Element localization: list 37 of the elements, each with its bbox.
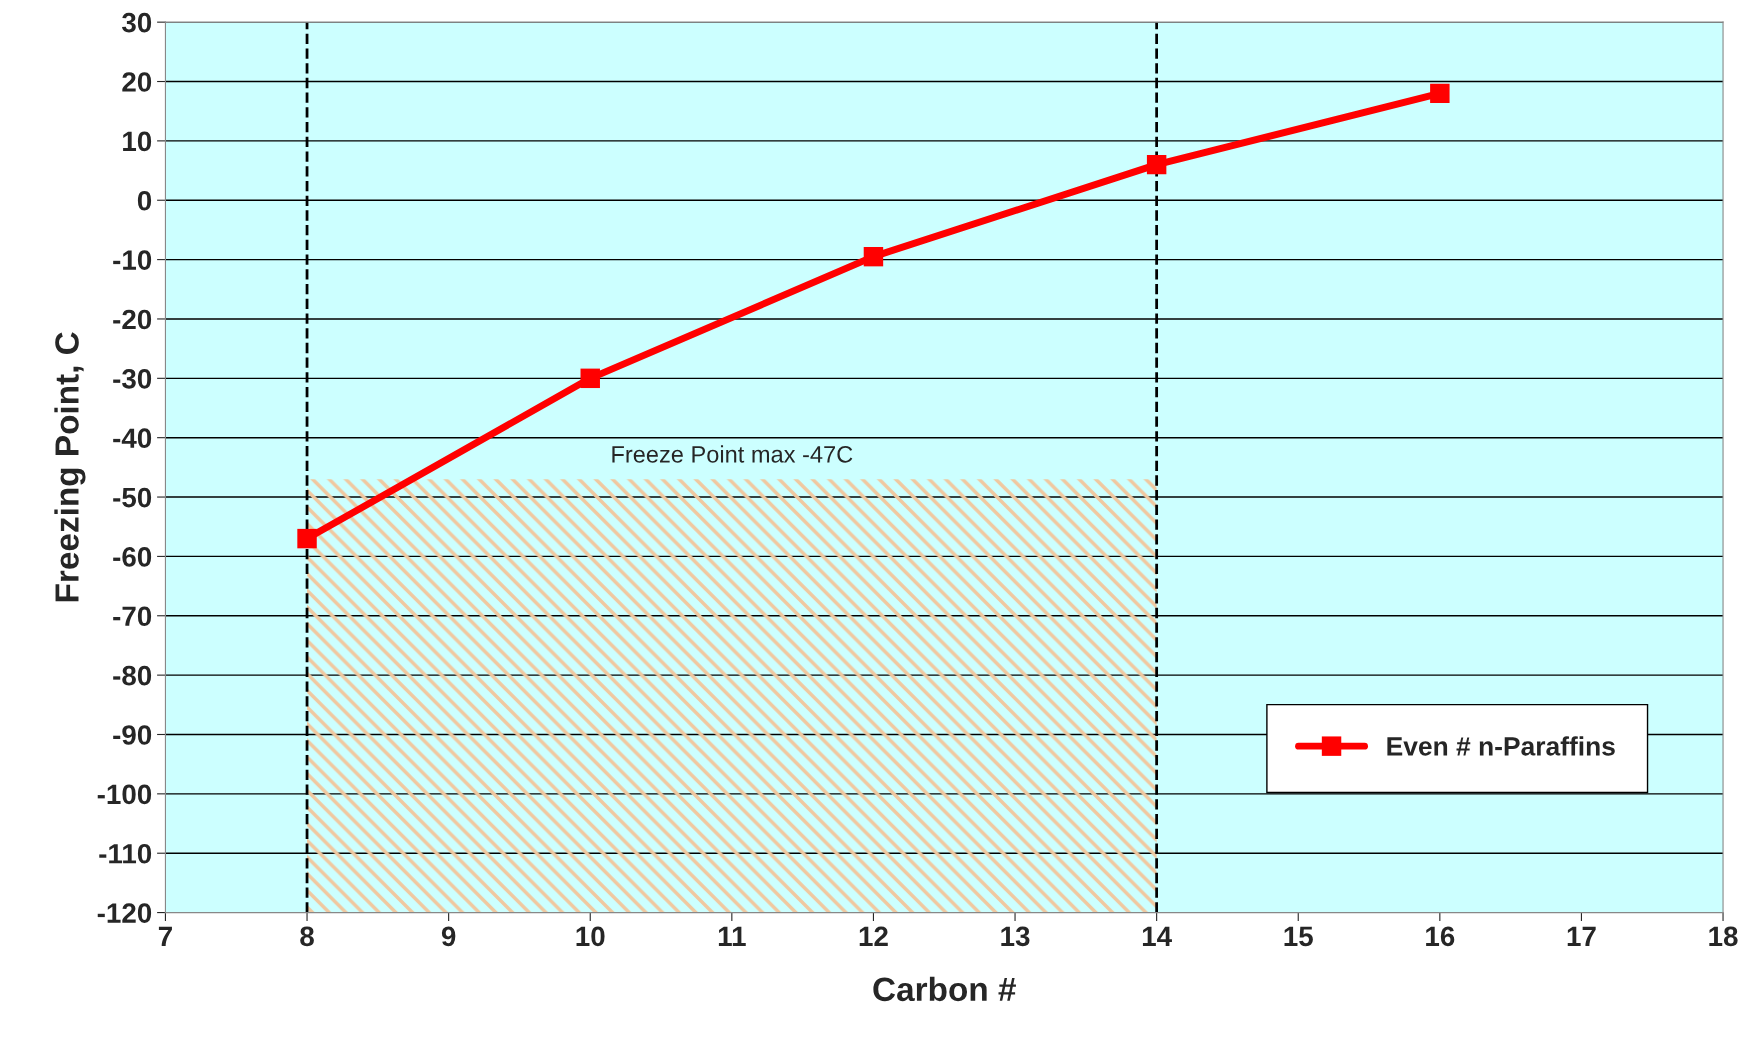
point bbox=[580, 368, 600, 389]
y-tick-label: 20 bbox=[122, 72, 152, 92]
y-tick-label: -110 bbox=[99, 843, 152, 864]
point bbox=[297, 528, 317, 549]
y-tick-label: -80 bbox=[113, 665, 152, 686]
x-tick-label: 9 bbox=[441, 926, 456, 947]
y-tick-label: -120 bbox=[97, 903, 152, 923]
legend-label: Even # n-Paraffins bbox=[1387, 736, 1615, 756]
y-tick-label: 0 bbox=[137, 190, 152, 211]
x-tick-label: 7 bbox=[158, 926, 172, 946]
y-tick-label: -40 bbox=[113, 428, 152, 449]
y-tick-label: -90 bbox=[113, 725, 152, 745]
point bbox=[863, 246, 884, 267]
x-tick-label: 14 bbox=[1142, 926, 1172, 946]
x-tick-label: 12 bbox=[859, 926, 888, 946]
y-tick-label: 10 bbox=[123, 131, 152, 152]
y-tick-label: -10 bbox=[113, 250, 152, 270]
x-tick-label: 8 bbox=[300, 926, 314, 947]
x-tick-label: 11 bbox=[718, 926, 746, 946]
x-tick-label: 17 bbox=[1567, 926, 1596, 946]
y-tick-label: -70 bbox=[113, 606, 152, 627]
point bbox=[1146, 154, 1167, 175]
y-tick-label: -20 bbox=[113, 309, 152, 330]
point bbox=[1430, 83, 1450, 104]
y-tick-label: -100 bbox=[97, 784, 152, 805]
y-axis-title: Freezing Point, C bbox=[54, 332, 86, 602]
x-tick-label: 18 bbox=[1709, 926, 1738, 947]
band-label: Freeze Point max -47C bbox=[612, 445, 853, 463]
y-tick-label: -50 bbox=[113, 487, 152, 508]
x-tick-label: 16 bbox=[1426, 926, 1455, 947]
y-tick-label: -60 bbox=[113, 547, 152, 567]
y-tick-label: -30 bbox=[113, 368, 152, 389]
x-tick-label: 10 bbox=[576, 926, 605, 947]
x-tick-label: 13 bbox=[1001, 926, 1030, 947]
x-tick-label: 15 bbox=[1284, 926, 1313, 947]
x-axis-title: Carbon # bbox=[873, 976, 1016, 1002]
y-tick-label: 30 bbox=[121, 12, 152, 33]
